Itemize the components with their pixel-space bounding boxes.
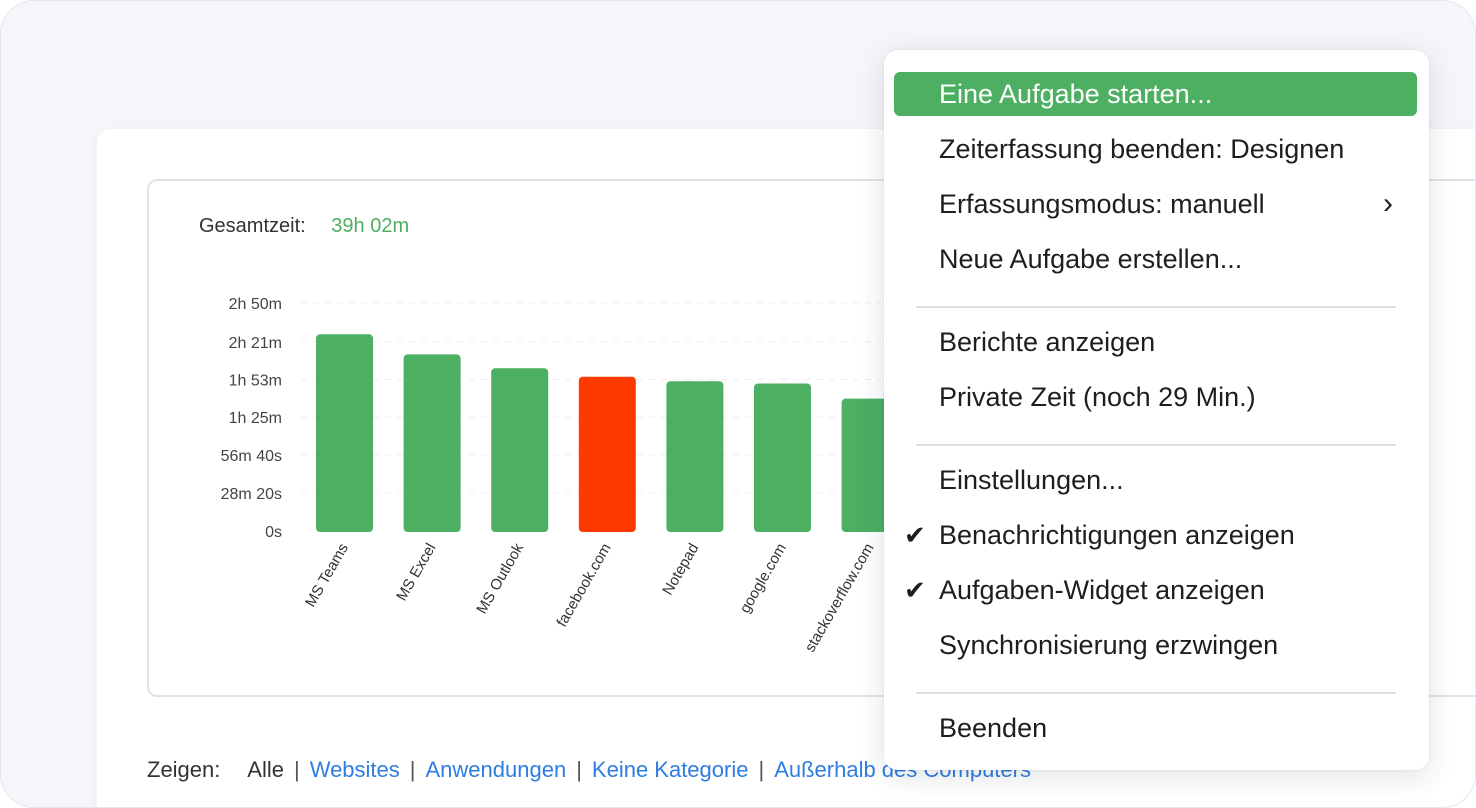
- menu-item-label: Aufgaben-Widget anzeigen: [939, 575, 1265, 605]
- filter-alle[interactable]: Alle: [247, 757, 284, 782]
- menu-item-label: Berichte anzeigen: [939, 327, 1156, 357]
- filter-separator: |: [409, 757, 416, 782]
- menu-item-label: Benachrichtigungen anzeigen: [939, 520, 1295, 550]
- total-time-label: Gesamtzeit:: [199, 215, 306, 237]
- menu-divider: [916, 444, 1396, 446]
- total-time-value: 39h 02m: [331, 215, 410, 237]
- y-tick-label: 1h 25m: [229, 410, 282, 427]
- checkmark-icon: ✔: [904, 575, 926, 605]
- y-tick-label: 28m 20s: [221, 486, 282, 503]
- menu-item-label: Private Zeit (noch 29 Min.): [939, 382, 1256, 412]
- x-tick-label: google.com: [736, 541, 790, 617]
- menu-item-label: Eine Aufgabe starten...: [939, 79, 1213, 109]
- x-tick-label: Notepad: [659, 541, 702, 599]
- filter-separator: |: [293, 757, 300, 782]
- x-tick-label: facebook.com: [553, 541, 614, 630]
- menu-item-quit[interactable]: Beenden: [894, 706, 1417, 750]
- filter-label: Zeigen:: [147, 757, 221, 782]
- y-tick-label: 2h 21m: [229, 335, 282, 352]
- menu-item-settings[interactable]: Einstellungen...: [894, 458, 1417, 502]
- filter-keine-kategorie[interactable]: Keine Kategorie: [591, 757, 749, 782]
- menu-item-start-task[interactable]: Eine Aufgabe starten...: [894, 72, 1417, 116]
- menu-item-label: Synchronisierung erzwingen: [939, 630, 1279, 660]
- menu-item-force-sync[interactable]: Synchronisierung erzwingen: [894, 623, 1417, 667]
- menu-item-label: Zeiterfassung beenden: Designen: [939, 134, 1345, 164]
- x-tick-label: MS Outlook: [473, 540, 527, 617]
- total-time: Gesamtzeit: 39h 02m: [199, 215, 409, 238]
- bar-notepad[interactable]: [666, 381, 724, 532]
- filter-separator: |: [758, 757, 765, 782]
- bar-ms-teams[interactable]: [316, 334, 373, 532]
- x-tick-label: MS Excel: [393, 541, 439, 604]
- menu-item-tracking-mode[interactable]: Erfassungsmodus: manuell ›: [894, 182, 1417, 226]
- menu-item-stop-tracking[interactable]: Zeiterfassung beenden: Designen: [894, 127, 1417, 171]
- filter-anwendungen[interactable]: Anwendungen: [425, 757, 567, 782]
- y-tick-label: 0s: [265, 524, 282, 541]
- menu-divider: [916, 306, 1396, 308]
- context-menu: Eine Aufgabe starten... Zeiterfassung bee…: [884, 50, 1429, 770]
- menu-item-label: Neue Aufgabe erstellen...: [939, 244, 1243, 274]
- menu-item-notifications[interactable]: ✔ Benachrichtigungen anzeigen: [894, 513, 1417, 557]
- y-tick-label: 56m 40s: [221, 448, 282, 465]
- y-tick-label: 1h 53m: [229, 372, 282, 389]
- menu-divider: [916, 692, 1396, 694]
- checkmark-icon: ✔: [904, 520, 926, 550]
- menu-item-label: Einstellungen...: [939, 465, 1124, 495]
- filter-separator: |: [576, 757, 582, 782]
- menu-item-task-widget[interactable]: ✔ Aufgaben-Widget anzeigen: [894, 568, 1417, 612]
- menu-item-new-task[interactable]: Neue Aufgabe erstellen...: [894, 237, 1417, 281]
- x-tick-label: MS Teams: [302, 541, 352, 611]
- bar-facebook-com[interactable]: [578, 376, 636, 532]
- x-tick-label: stackoverflow.com: [802, 541, 878, 656]
- menu-item-reports[interactable]: Berichte anzeigen: [894, 320, 1417, 364]
- bar-ms-outlook[interactable]: [491, 368, 549, 532]
- menu-item-label: Erfassungsmodus: manuell: [939, 189, 1265, 219]
- chevron-right-icon: ›: [1383, 187, 1393, 220]
- filter-websites[interactable]: Websites: [309, 757, 400, 782]
- y-tick-label: 2h 50m: [229, 296, 282, 313]
- bar-google-com[interactable]: [754, 383, 811, 532]
- menu-item-private-time[interactable]: Private Zeit (noch 29 Min.): [894, 375, 1417, 419]
- menu-item-label: Beenden: [939, 713, 1048, 743]
- bar-ms-excel[interactable]: [403, 354, 461, 532]
